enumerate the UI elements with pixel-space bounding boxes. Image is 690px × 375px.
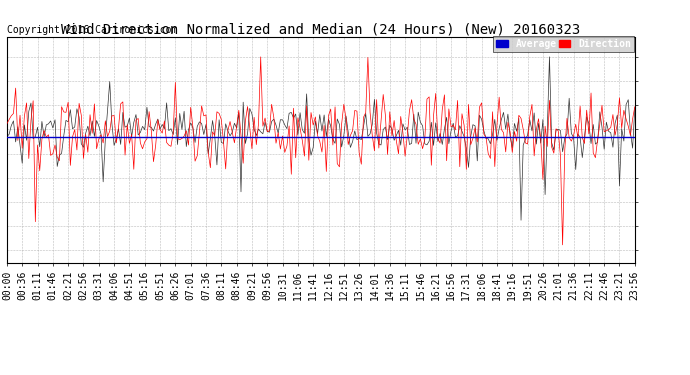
Legend: Average, Direction: Average, Direction	[493, 36, 634, 52]
Text: Copyright 2016 Cartronics.com: Copyright 2016 Cartronics.com	[7, 25, 177, 35]
Title: Wind Direction Normalized and Median (24 Hours) (New) 20160323: Wind Direction Normalized and Median (24…	[61, 22, 580, 36]
